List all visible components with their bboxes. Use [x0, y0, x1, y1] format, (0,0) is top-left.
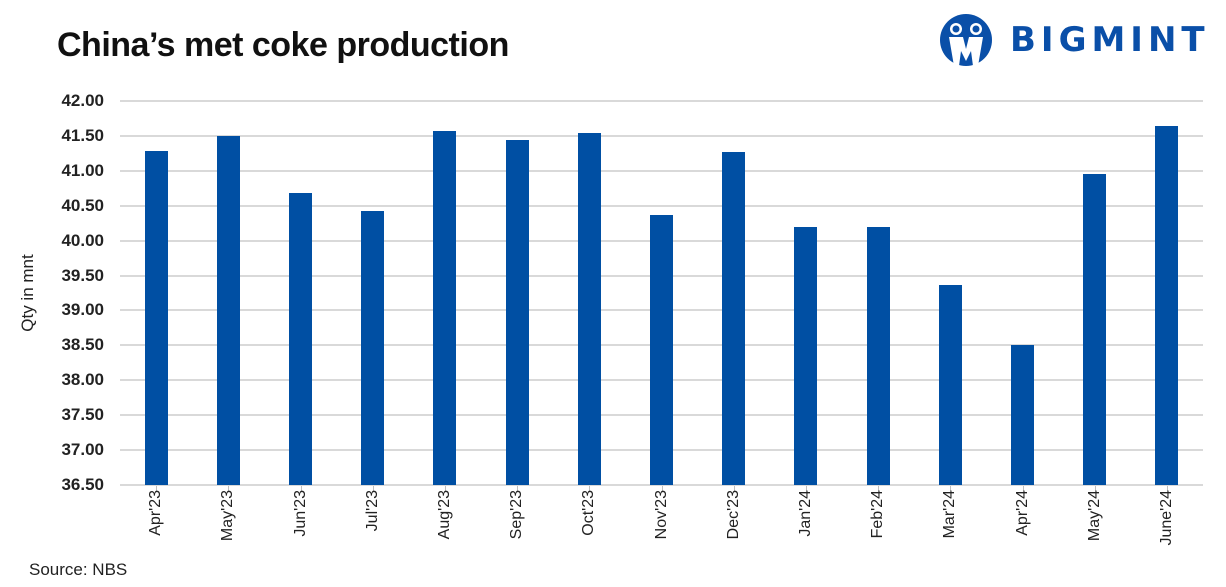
x-tick-text: Jul'23	[363, 490, 381, 532]
gridline	[120, 204, 1203, 207]
y-tick-label: 37.00	[61, 440, 104, 460]
x-tick-mark	[589, 486, 591, 491]
x-tick-text: Nov'23	[652, 490, 670, 540]
bar-apr23	[144, 151, 168, 485]
x-tick-mark	[878, 486, 880, 491]
x-tick-text: Apr'23	[147, 490, 165, 536]
bar-nov23	[650, 214, 673, 485]
x-tick-label: Feb'24	[868, 490, 888, 550]
x-tick-mark	[300, 486, 302, 491]
x-tick-mark	[444, 486, 446, 491]
y-tick-label: 42.00	[61, 91, 104, 110]
bar-jan24	[794, 226, 818, 485]
bar-oct23	[577, 133, 601, 485]
x-tick-label: Apr'23	[146, 490, 166, 550]
x-tick-mark	[372, 486, 374, 491]
gridline	[120, 484, 1203, 486]
x-tick-text: May'24	[1085, 490, 1103, 542]
x-tick-text: Jan'24	[796, 490, 814, 537]
y-tick-label: 39.00	[61, 300, 104, 320]
gridline	[120, 100, 1203, 102]
x-tick-mark	[950, 486, 952, 491]
x-tick-mark	[156, 486, 158, 491]
x-tick-label: Jun'23	[291, 490, 311, 550]
x-tick-label: Dec'23	[724, 490, 744, 550]
bar-apr24	[1011, 345, 1034, 485]
x-tick-label: Mar'24	[940, 490, 960, 550]
y-tick-label: 40.50	[61, 195, 104, 215]
x-tick-mark	[1094, 486, 1096, 491]
x-tick-label: Aug'23	[435, 490, 455, 550]
x-tick-mark	[517, 486, 519, 491]
x-tick-label: Sep'23	[507, 490, 527, 550]
source-note: Source: NBS	[29, 560, 128, 579]
x-tick-label: Nov'23	[652, 490, 672, 550]
x-tick-label: May'24	[1085, 490, 1105, 550]
x-tick-label: May'23	[218, 490, 238, 550]
y-tick-label: 41.00	[61, 160, 104, 180]
bar-mar24	[938, 284, 962, 485]
y-tick-label: 38.00	[61, 370, 104, 390]
x-tick-label: Oct'23	[579, 490, 599, 550]
x-tick-mark	[733, 486, 735, 491]
bar-aug23	[433, 131, 457, 485]
bigmint-logo: BIGMINT	[940, 10, 1210, 70]
bar-jun23	[289, 193, 312, 485]
x-tick-label: Apr'24	[1013, 490, 1033, 550]
x-tick-text: Dec'23	[724, 490, 742, 540]
gridline	[120, 134, 1203, 137]
x-tick-text: Oct'23	[580, 490, 598, 536]
x-tick-label: June'24	[1157, 490, 1177, 550]
gridline	[120, 169, 1203, 172]
y-tick-label: 38.50	[61, 335, 104, 355]
y-tick-label: 36.50	[61, 475, 104, 494]
x-tick-mark	[228, 486, 230, 491]
bar-june24	[1155, 126, 1179, 485]
people-logo-icon	[940, 14, 992, 66]
bar-may24	[1083, 174, 1107, 485]
x-tick-label: Jan'24	[796, 490, 816, 550]
y-tick-label: 41.50	[61, 125, 104, 145]
x-tick-text: Apr'24	[1013, 490, 1031, 536]
bar-dec23	[722, 151, 746, 485]
plot-area: 42.00 41.50 41.00 40.50 40.00 39.50 39.00 38.50…	[61, 91, 1203, 494]
x-tick-mark	[1166, 486, 1168, 491]
bar-jul23	[361, 211, 385, 485]
y-tick-label: 37.50	[61, 405, 104, 425]
x-tick-mark	[1022, 486, 1024, 491]
bar-sep23	[505, 140, 529, 485]
x-tick-text: Jun'23	[291, 490, 309, 537]
x-tick-text: May'23	[219, 490, 237, 542]
bar-may23	[216, 135, 240, 485]
x-tick-text: Sep'23	[508, 490, 526, 540]
x-tick-text: June'24	[1157, 490, 1175, 546]
bar-feb24	[866, 226, 890, 485]
x-tick-text: Feb'24	[869, 490, 887, 539]
x-tick-text: Aug'23	[435, 490, 453, 540]
y-tick-label: 39.50	[61, 265, 104, 285]
chart-title: China’s met coke production	[57, 26, 509, 64]
x-tick-mark	[805, 486, 807, 491]
y-tick-label: 40.00	[61, 230, 104, 250]
x-tick-text: Mar'24	[941, 490, 959, 539]
x-tick-mark	[661, 486, 663, 491]
x-tick-label: Jul'23	[363, 490, 383, 550]
logo-text: BIGMINT	[1010, 20, 1210, 60]
